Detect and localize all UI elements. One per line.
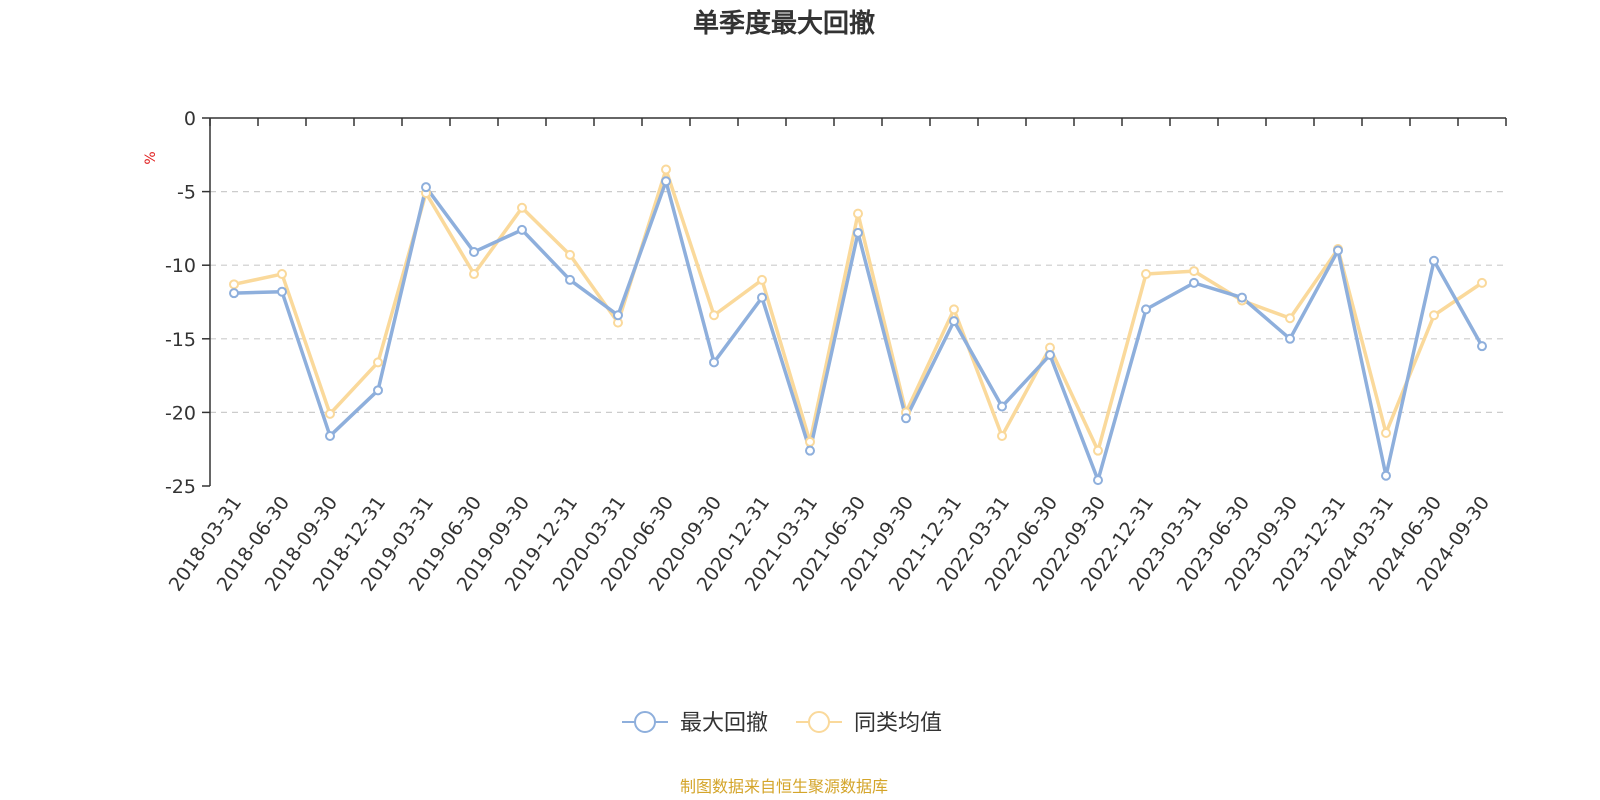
legend-item[interactable]: 同类均值 (796, 711, 942, 736)
data-point (325, 408, 335, 419)
data-point (997, 401, 1007, 412)
legend-marker (808, 711, 830, 733)
legend-marker (634, 711, 656, 733)
data-point (901, 413, 911, 424)
data-point (277, 286, 287, 297)
data-point (1333, 245, 1343, 256)
data-point (1477, 341, 1487, 352)
legend-label: 最大回撤 (680, 711, 768, 736)
data-point (1093, 475, 1103, 486)
data-point (1189, 277, 1199, 288)
data-point (1141, 269, 1151, 280)
data-point (805, 445, 815, 456)
data-point (277, 269, 287, 280)
axes (202, 117, 1507, 487)
y-tick-label: -20 (165, 402, 196, 424)
legend: 最大回撤 同类均值 (622, 711, 942, 736)
chart-title: 单季度最大回撤 (693, 8, 875, 39)
data-point (325, 430, 335, 441)
y-tick-label: -5 (177, 182, 196, 204)
data-point (565, 249, 575, 260)
data-point (1285, 333, 1295, 344)
data-point (517, 224, 527, 235)
data-point (229, 288, 239, 299)
series-line-0 (233, 179, 1484, 482)
data-point (469, 246, 479, 257)
source-note: 制图数据来自恒生聚源数据库 (680, 777, 888, 796)
y-tick-label: 0 (184, 108, 196, 130)
data-point (421, 182, 431, 193)
legend-label: 同类均值 (854, 711, 942, 736)
y-axis-unit: % (143, 151, 159, 164)
data-point (1381, 428, 1391, 439)
y-tick-label: -10 (165, 255, 196, 277)
data-point (853, 227, 863, 238)
y-tick-label: -25 (165, 476, 196, 498)
data-point (565, 274, 575, 285)
data-point (757, 274, 767, 285)
data-point (1285, 313, 1295, 324)
data-point (949, 304, 959, 315)
data-point (613, 310, 623, 321)
data-point (1429, 255, 1439, 266)
data-point (661, 164, 671, 175)
data-point (1477, 277, 1487, 288)
y-tick-label: -15 (165, 329, 196, 351)
data-point (229, 279, 239, 290)
data-point (709, 357, 719, 368)
data-point (853, 208, 863, 219)
data-point (997, 430, 1007, 441)
data-point (1141, 304, 1151, 315)
y-tick-labels: 0 -5 -10 -15 -20 -25 (165, 108, 196, 498)
series-lines (229, 164, 1487, 486)
data-point (517, 202, 527, 213)
data-point (469, 269, 479, 280)
data-point (1093, 445, 1103, 456)
data-point (373, 357, 383, 368)
data-point (1237, 292, 1247, 303)
data-point (373, 385, 383, 396)
data-point (757, 292, 767, 303)
data-point (949, 316, 959, 327)
data-point (1045, 349, 1055, 360)
legend-item[interactable]: 最大回撤 (622, 711, 768, 736)
x-tick-labels: 2018-03-312018-06-302018-09-302018-12-31… (165, 492, 1494, 595)
data-point (805, 436, 815, 447)
data-point (1429, 310, 1439, 321)
data-point (661, 176, 671, 187)
data-point (709, 310, 719, 321)
data-point (1381, 470, 1391, 481)
data-point (1189, 266, 1199, 277)
